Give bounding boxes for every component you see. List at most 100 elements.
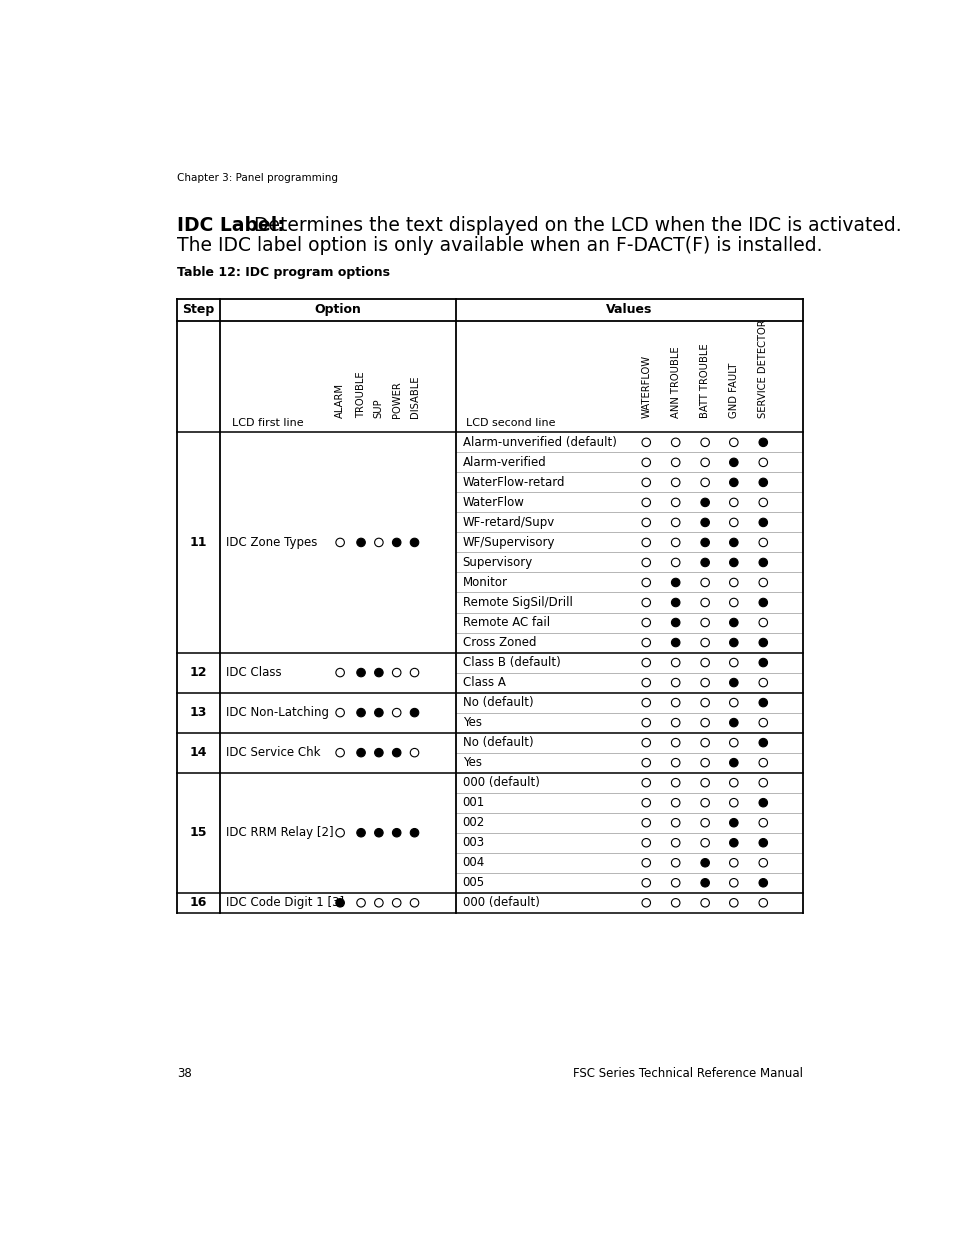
Circle shape	[759, 498, 767, 506]
Circle shape	[641, 719, 650, 727]
Circle shape	[356, 829, 365, 837]
Circle shape	[410, 668, 418, 677]
Circle shape	[671, 799, 679, 806]
Circle shape	[356, 668, 365, 677]
Text: 000 (default): 000 (default)	[462, 897, 538, 909]
Circle shape	[392, 748, 400, 757]
Circle shape	[641, 458, 650, 467]
Circle shape	[729, 899, 738, 906]
Text: 005: 005	[462, 877, 484, 889]
Circle shape	[700, 478, 709, 487]
Text: IDC RRM Relay [2]: IDC RRM Relay [2]	[226, 826, 334, 840]
Circle shape	[671, 858, 679, 867]
Circle shape	[759, 619, 767, 626]
Circle shape	[671, 619, 679, 626]
Circle shape	[729, 619, 738, 626]
Text: WATERFLOW: WATERFLOW	[640, 356, 651, 419]
Circle shape	[759, 819, 767, 827]
Text: Alarm-unverified (default): Alarm-unverified (default)	[462, 436, 616, 448]
Circle shape	[700, 678, 709, 687]
Circle shape	[700, 799, 709, 806]
Circle shape	[410, 899, 418, 906]
Text: 12: 12	[190, 666, 207, 679]
Circle shape	[700, 858, 709, 867]
Circle shape	[700, 778, 709, 787]
Circle shape	[410, 538, 418, 547]
Text: 001: 001	[462, 797, 484, 809]
Circle shape	[729, 478, 738, 487]
Text: Alarm-verified: Alarm-verified	[462, 456, 546, 469]
Text: IDC Zone Types: IDC Zone Types	[226, 536, 317, 548]
Text: ANN TROUBLE: ANN TROUBLE	[670, 347, 680, 419]
Circle shape	[700, 839, 709, 847]
Circle shape	[671, 839, 679, 847]
Circle shape	[729, 598, 738, 606]
Circle shape	[335, 709, 344, 716]
Text: 000 (default): 000 (default)	[462, 776, 538, 789]
Circle shape	[335, 899, 344, 906]
Text: Values: Values	[606, 304, 652, 316]
Circle shape	[375, 538, 383, 547]
Circle shape	[671, 519, 679, 526]
Circle shape	[375, 668, 383, 677]
Circle shape	[700, 758, 709, 767]
Circle shape	[759, 899, 767, 906]
Circle shape	[729, 498, 738, 506]
Text: BATT TROUBLE: BATT TROUBLE	[700, 343, 709, 419]
Circle shape	[759, 638, 767, 647]
Circle shape	[759, 778, 767, 787]
Circle shape	[641, 698, 650, 706]
Text: TROUBLE: TROUBLE	[355, 372, 366, 419]
Circle shape	[700, 619, 709, 626]
Text: Option: Option	[314, 304, 361, 316]
Circle shape	[671, 739, 679, 747]
Circle shape	[729, 739, 738, 747]
Circle shape	[641, 538, 650, 547]
Text: LCD first line: LCD first line	[232, 417, 303, 427]
Text: Cross Zoned: Cross Zoned	[462, 636, 536, 650]
Circle shape	[641, 839, 650, 847]
Circle shape	[759, 578, 767, 587]
Circle shape	[759, 658, 767, 667]
Circle shape	[729, 799, 738, 806]
Circle shape	[671, 878, 679, 887]
Circle shape	[671, 658, 679, 667]
Circle shape	[671, 458, 679, 467]
Circle shape	[759, 458, 767, 467]
Circle shape	[671, 598, 679, 606]
Circle shape	[700, 658, 709, 667]
Text: 11: 11	[190, 536, 207, 548]
Circle shape	[410, 829, 418, 837]
Circle shape	[671, 719, 679, 727]
Text: Step: Step	[182, 304, 214, 316]
Circle shape	[392, 899, 400, 906]
Circle shape	[335, 829, 344, 837]
Circle shape	[759, 678, 767, 687]
Circle shape	[641, 478, 650, 487]
Circle shape	[700, 558, 709, 567]
Circle shape	[700, 519, 709, 526]
Circle shape	[335, 668, 344, 677]
Circle shape	[671, 678, 679, 687]
Circle shape	[759, 739, 767, 747]
Text: Class B (default): Class B (default)	[462, 656, 559, 669]
Text: IDC Service Chk: IDC Service Chk	[226, 746, 320, 760]
Circle shape	[759, 878, 767, 887]
Text: Determines the text displayed on the LCD when the IDC is activated.: Determines the text displayed on the LCD…	[248, 216, 901, 235]
Circle shape	[729, 538, 738, 547]
Circle shape	[671, 698, 679, 706]
Text: POWER: POWER	[392, 382, 401, 419]
Circle shape	[671, 558, 679, 567]
Circle shape	[700, 819, 709, 827]
Circle shape	[729, 698, 738, 706]
Circle shape	[641, 638, 650, 647]
Circle shape	[671, 578, 679, 587]
Text: SERVICE DETECTOR: SERVICE DETECTOR	[758, 320, 767, 419]
Circle shape	[375, 748, 383, 757]
Text: 003: 003	[462, 836, 484, 850]
Circle shape	[700, 638, 709, 647]
Text: Remote AC fail: Remote AC fail	[462, 616, 549, 629]
Text: IDC Class: IDC Class	[226, 666, 281, 679]
Circle shape	[335, 748, 344, 757]
Circle shape	[700, 578, 709, 587]
